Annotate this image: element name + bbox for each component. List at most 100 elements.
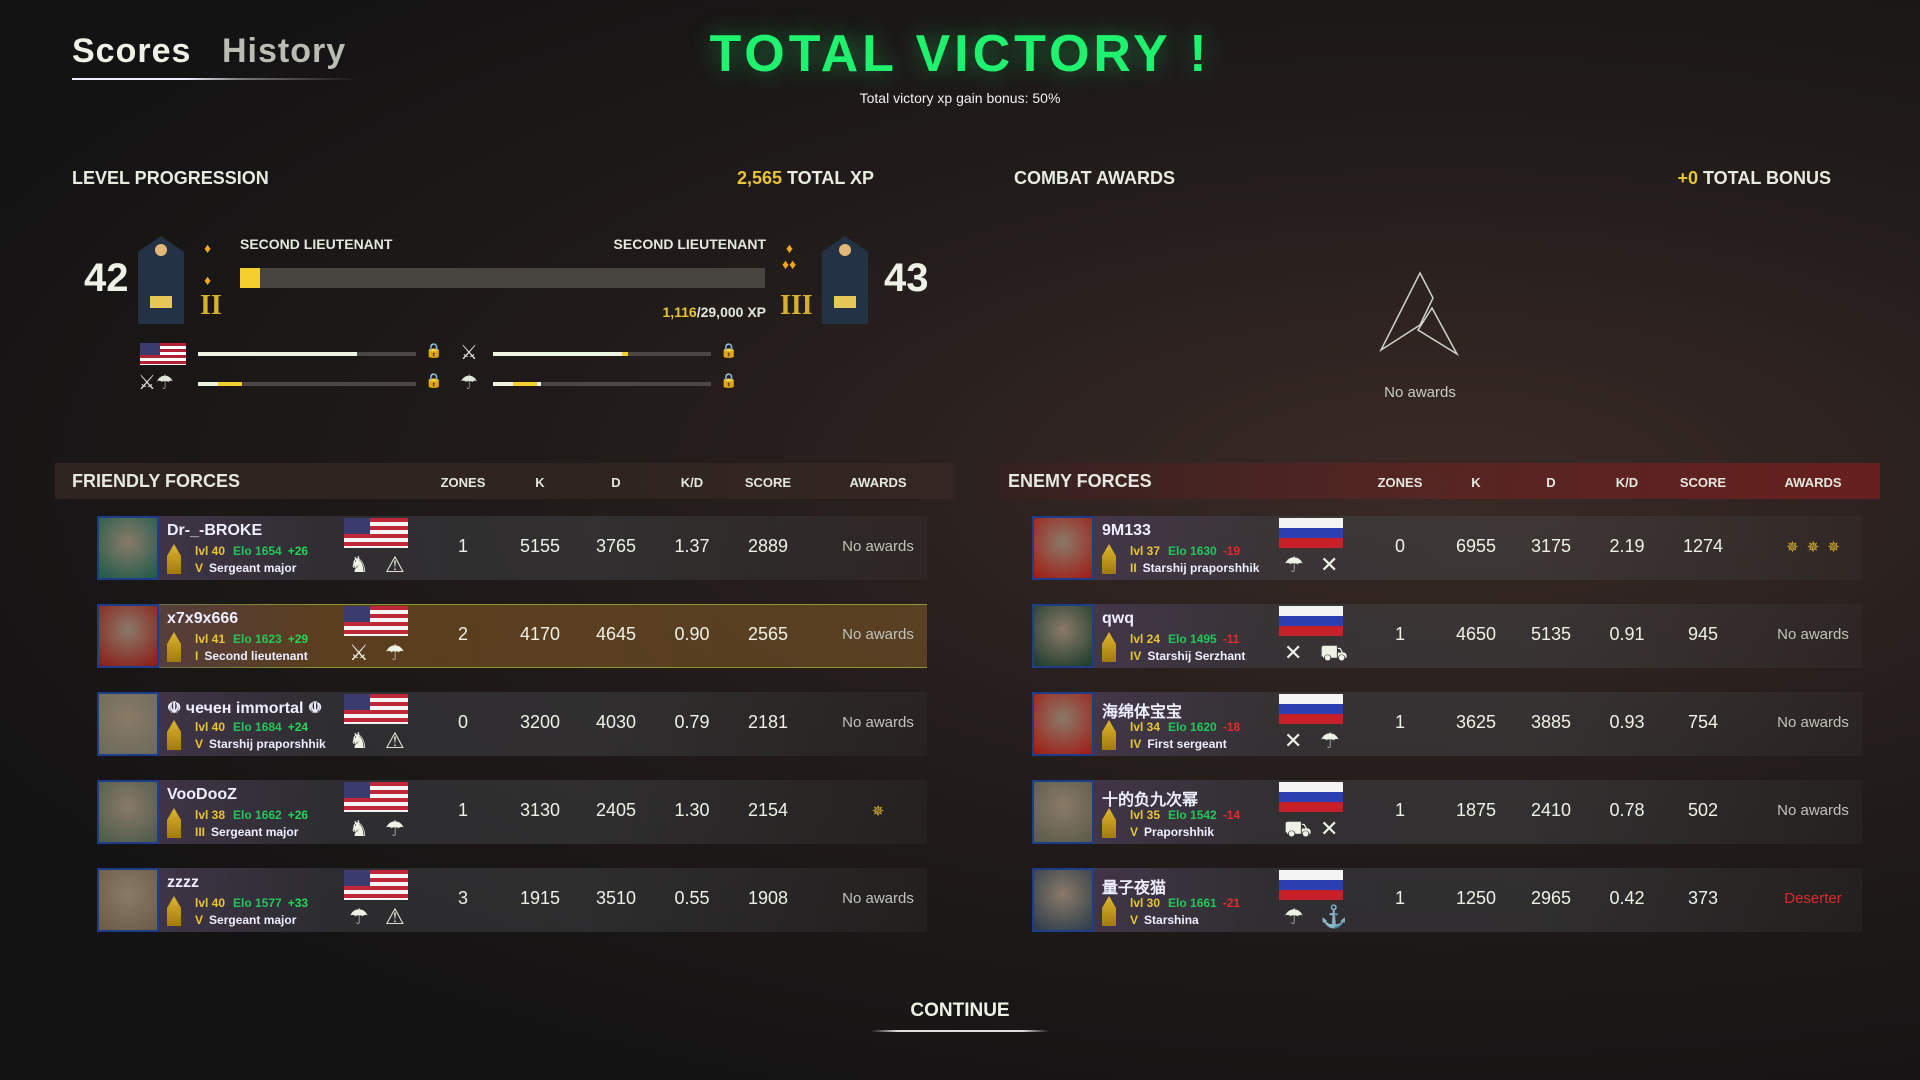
player-avatar[interactable]	[97, 692, 159, 756]
enemy-player-row[interactable]: 9M133 lvl 37 Elo 1630 -19 II Starshij prapo…	[1032, 516, 1862, 580]
player-stats: lvl 24 Elo 1495 -11	[1130, 632, 1239, 646]
stat-zones: 1	[1394, 888, 1405, 908]
enemy-column-header: ZONES	[1377, 475, 1423, 490]
medal-icon[interactable]: ✵	[1786, 539, 1799, 556]
player-avatar[interactable]	[1032, 516, 1094, 580]
rank-insignia-icon	[167, 632, 181, 662]
stat-zones: 1	[1394, 800, 1405, 820]
awards-text: No awards	[842, 714, 914, 731]
player-stats: lvl 38 Elo 1662 +26	[195, 808, 308, 822]
unit-progress-bar	[198, 352, 416, 356]
player-card[interactable]: zzzz lvl 40 Elo 1577 +33 V Sergeant major	[159, 868, 329, 932]
cavalry-paratrooper-icon: ⚔☂	[138, 372, 174, 394]
player-rank: V Starshij praporshhik	[195, 737, 326, 751]
player-elo: Elo 1495	[1168, 632, 1217, 646]
stat-score: 2154	[747, 800, 789, 820]
player-card[interactable]: Dr-_-BROKE lvl 40 Elo 1654 +26 V Sergeant m…	[159, 516, 329, 580]
crossed-rifles-icon: ✕	[1284, 728, 1303, 753]
crossed-rifles-icon: ✕	[1320, 816, 1339, 841]
player-avatar[interactable]	[97, 868, 159, 932]
player-card[interactable]: 海绵体宝宝 lvl 34 Elo 1620 -18 IV First sergeant	[1094, 692, 1264, 756]
stat-score: 2889	[747, 536, 789, 556]
player-name: qwq	[1102, 610, 1134, 627]
player-card[interactable]: 9M133 lvl 37 Elo 1630 -19 II Starshij prapo…	[1094, 516, 1264, 580]
player-avatar[interactable]	[1032, 868, 1094, 932]
awards-list: ✵ ✵ ✵	[1753, 538, 1873, 556]
player-level: lvl 38	[195, 808, 226, 822]
player-stats: lvl 40 Elo 1684 +24	[195, 720, 308, 734]
player-name: 9M133	[1102, 522, 1151, 539]
player-elo: Elo 1654	[233, 544, 282, 558]
player-avatar[interactable]	[97, 516, 159, 580]
player-card[interactable]: 量子夜猫 lvl 30 Elo 1661 -21 V Starshina	[1094, 868, 1264, 932]
rank-insignia-icon	[1102, 808, 1116, 838]
lock-icon: 🔒	[425, 342, 443, 358]
player-avatar[interactable]	[97, 604, 159, 668]
tab-scores[interactable]: Scores	[72, 32, 192, 70]
player-name: 量子夜猫	[1102, 880, 1167, 897]
rank-name: First sergeant	[1147, 737, 1227, 751]
friendly-player-row[interactable]: x7x9x666 lvl 41 Elo 1623 +29 I Second lieut…	[97, 604, 927, 668]
player-stats: lvl 40 Elo 1577 +33	[195, 896, 308, 910]
friendly-player-row[interactable]: ☫ чечен immortal ☫ lvl 40 Elo 1684 +24 V St…	[97, 692, 927, 756]
enemy-player-row[interactable]: qwq lvl 24 Elo 1495 -11 IV Starshij Serzhan…	[1032, 604, 1862, 668]
enemy-player-row[interactable]: 十的负九次幂 lvl 35 Elo 1542 -14 V Praporshhik ⛟ ✕…	[1032, 780, 1862, 844]
player-elo: Elo 1630	[1168, 544, 1217, 558]
stat-kd: 0.42	[1609, 888, 1645, 908]
awards-text: No awards	[1777, 802, 1849, 819]
player-card[interactable]: ☫ чечен immortal ☫ lvl 40 Elo 1684 +24 V St…	[159, 692, 329, 756]
player-card[interactable]: x7x9x666 lvl 41 Elo 1623 +29 I Second lieut…	[159, 604, 329, 668]
player-rank: IV Starshij Serzhant	[1130, 649, 1245, 663]
player-avatar[interactable]	[1032, 692, 1094, 756]
rank-grade: V	[195, 561, 204, 575]
victory-title: TOTAL VICTORY !	[709, 25, 1211, 83]
russia-flag-icon	[1279, 518, 1343, 548]
elo-delta: +24	[287, 720, 309, 734]
victory-subtitle: Total victory xp gain bonus: 50%	[859, 90, 1061, 106]
player-card[interactable]: 十的负九次幂 lvl 35 Elo 1542 -14 V Praporshhik	[1094, 780, 1264, 844]
enemy-column-header: D	[1546, 475, 1556, 490]
stat-kd: 1.37	[674, 536, 710, 556]
player-name: VooDooZ	[167, 786, 237, 803]
enemy-player-row[interactable]: 量子夜猫 lvl 30 Elo 1661 -21 V Starshina ☂ ⚓ 1 125…	[1032, 868, 1862, 932]
player-name: x7x9x666	[167, 610, 239, 627]
player-stats: lvl 34 Elo 1620 -18	[1130, 720, 1240, 734]
infantry-icon: ♞	[349, 816, 369, 841]
gold-star-medal-icon[interactable]: ✵	[1827, 539, 1840, 556]
continue-button[interactable]: CONTINUE	[910, 1000, 1010, 1021]
engineer-icon: ⚠	[385, 728, 405, 753]
medal-icon[interactable]: ✵	[871, 803, 885, 820]
player-card[interactable]: qwq lvl 24 Elo 1495 -11 IV Starshij Serzhan…	[1094, 604, 1264, 668]
enemy-column-header: K/D	[1615, 475, 1639, 490]
friendly-player-row[interactable]: zzzz lvl 40 Elo 1577 +33 V Sergeant major ☂…	[97, 868, 927, 932]
stat-k: 6955	[1455, 536, 1497, 556]
tab-history[interactable]: History	[222, 32, 347, 70]
player-avatar[interactable]	[1032, 604, 1094, 668]
medal-icon[interactable]: ✵	[1806, 539, 1820, 556]
rank-insignia-icon	[1102, 632, 1116, 662]
player-rank: III Sergeant major	[195, 825, 298, 839]
next-rank: SECOND LIEUTENANT	[613, 236, 766, 252]
enemy-player-row[interactable]: 海绵体宝宝 lvl 34 Elo 1620 -18 IV First sergeant…	[1032, 692, 1862, 756]
awards-text: No awards	[1777, 714, 1849, 731]
xp-progress-bar	[240, 268, 765, 288]
friendly-player-row[interactable]: VooDooZ lvl 38 Elo 1662 +26 III Sergeant ma…	[97, 780, 927, 844]
player-name: zzzz	[167, 874, 199, 891]
elo-delta: +29	[287, 632, 309, 646]
rank-grade: V	[195, 913, 204, 927]
russia-flag-icon	[1279, 606, 1343, 636]
player-card[interactable]: VooDooZ lvl 38 Elo 1662 +26 III Sergeant ma…	[159, 780, 329, 844]
paratrooper-icon: ☂	[349, 904, 369, 929]
usa-flag-icon	[344, 606, 408, 636]
stat-k: 3130	[519, 800, 561, 820]
friendly-column-header: AWARDS	[849, 475, 907, 490]
stat-zones: 1	[457, 536, 468, 556]
rank-grade: I	[195, 649, 199, 663]
friendly-player-row[interactable]: Dr-_-BROKE lvl 40 Elo 1654 +26 V Sergeant m…	[97, 516, 927, 580]
stat-d: 3510	[595, 888, 637, 908]
player-avatar[interactable]	[97, 780, 159, 844]
player-name: 海绵体宝宝	[1102, 704, 1183, 721]
player-avatar[interactable]	[1032, 780, 1094, 844]
awards-text: No awards	[1777, 626, 1849, 643]
player-stats: lvl 40 Elo 1654 +26	[195, 544, 308, 558]
